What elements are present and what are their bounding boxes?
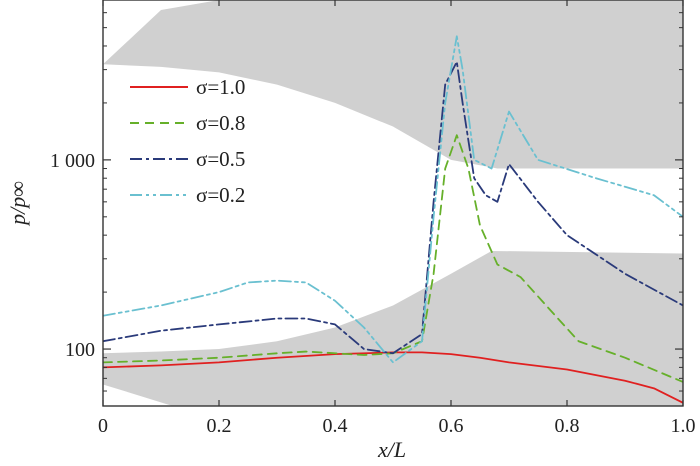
series-line-2 bbox=[103, 134, 683, 383]
series-line-1 bbox=[103, 351, 683, 404]
y-axis: 100 1 000 bbox=[50, 0, 683, 407]
x-tick-label-2: 0.2 bbox=[207, 415, 232, 437]
x-tick-label-4: 0.6 bbox=[439, 415, 464, 437]
shaded-region-layer bbox=[103, 0, 683, 406]
series-layer bbox=[103, 35, 683, 404]
series-line-3 bbox=[103, 60, 683, 355]
shaded-region-1 bbox=[103, 0, 683, 169]
plot-frame bbox=[102, 0, 684, 407]
series-line-4 bbox=[103, 35, 683, 364]
legend-label-4: σ=0.2 bbox=[196, 183, 245, 207]
legend-label-2: σ=0.8 bbox=[196, 111, 245, 135]
shaded-region-2 bbox=[103, 250, 683, 406]
x-tick-label-6: 1.0 bbox=[671, 415, 696, 437]
x-axis: 0 0.2 0.4 0.6 0.8 1.0 bbox=[98, 0, 696, 437]
x-tick-label-1: 0 bbox=[98, 415, 108, 437]
legend: σ=1.0 σ=0.8 σ=0.5 σ=0.2 bbox=[130, 75, 245, 207]
y-tick-label-1: 100 bbox=[65, 339, 95, 361]
y-tick-label-2: 1 000 bbox=[50, 150, 95, 172]
legend-label-1: σ=1.0 bbox=[196, 75, 245, 99]
x-tick-label-3: 0.4 bbox=[323, 415, 348, 437]
x-axis-label: x/L bbox=[377, 437, 406, 462]
x-tick-label-5: 0.8 bbox=[555, 415, 580, 437]
y-axis-label: p/p∞ bbox=[5, 181, 30, 227]
legend-label-3: σ=0.5 bbox=[196, 147, 245, 171]
